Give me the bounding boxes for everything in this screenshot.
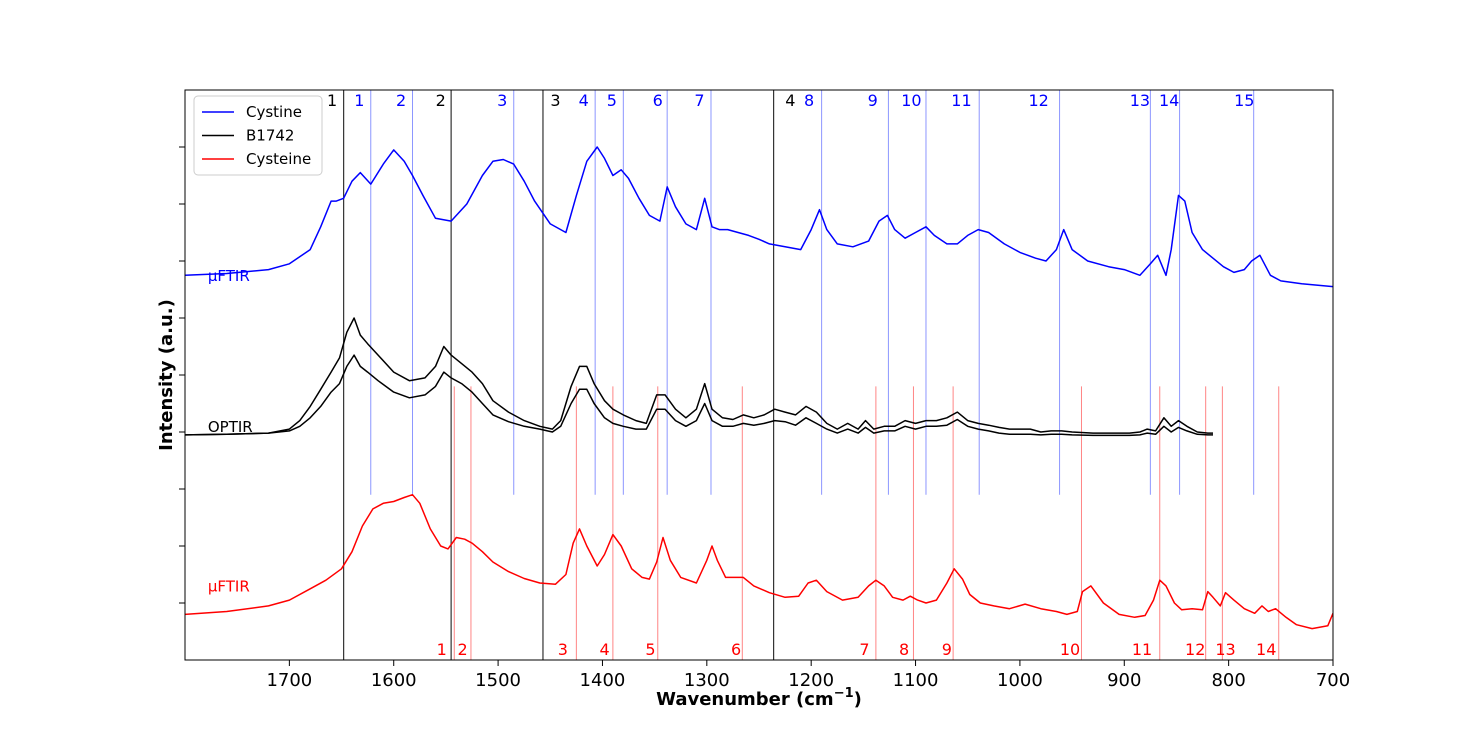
legend: Cystine B1742 Cysteine: [193, 95, 323, 176]
peak-label: 4: [599, 640, 609, 659]
peak-label: 1: [437, 640, 447, 659]
peak-label: 4: [579, 91, 589, 110]
peak-label: 2: [458, 640, 468, 659]
x-axis-title: Wavenumber (cm−1): [656, 686, 862, 710]
x-tick-label: 1000: [997, 670, 1043, 691]
legend-label: Cystine: [246, 103, 302, 121]
peak-label: 11: [951, 91, 971, 110]
peak-label: 2: [396, 91, 406, 110]
peak-label: 8: [899, 640, 909, 659]
x-axis-title-close: ): [854, 689, 862, 710]
peak-label: 13: [1130, 91, 1150, 110]
peak-label: 5: [645, 640, 655, 659]
peak-label: 7: [694, 91, 704, 110]
x-tick-label: 1500: [475, 670, 521, 691]
peak-label: 6: [653, 91, 663, 110]
peak-label: 9: [868, 91, 878, 110]
x-tick-label: 1200: [788, 670, 834, 691]
legend-label: B1742: [246, 127, 294, 145]
peak-label: 3: [558, 640, 568, 659]
x-axis-title-sup: −1: [834, 686, 854, 701]
x-tick-label: 900: [1107, 670, 1141, 691]
series-line-b1742: [185, 317, 1213, 436]
peak-label: 11: [1132, 640, 1152, 659]
x-tick-label: 1300: [684, 670, 730, 691]
peak-label: 3: [550, 91, 560, 110]
peak-label: 3: [497, 91, 507, 110]
peak-label: 8: [804, 91, 814, 110]
peak-label: 2: [436, 91, 446, 110]
peak-label: 10: [1060, 640, 1080, 659]
x-tick-label: 700: [1316, 670, 1350, 691]
trace-labels: μFTIR OPTIR μFTIR: [208, 267, 253, 596]
x-tick-label: 800: [1211, 670, 1245, 691]
peak-label: 7: [859, 640, 869, 659]
peak-label: 10: [901, 91, 921, 110]
peak-label: 5: [607, 91, 617, 110]
x-axis-ticks: 1700 1600 1500 1400 1300 1200 1100 1000 900 800 70…: [266, 660, 1350, 691]
legend-label: Cysteine: [246, 150, 311, 168]
legend-box: [193, 95, 323, 176]
x-tick-label: 1400: [580, 670, 626, 691]
peak-label: 15: [1234, 91, 1254, 110]
reference-lines: [343, 90, 1280, 660]
series-line-cysteine: [185, 493, 1333, 630]
series-layer: [185, 146, 1333, 630]
peak-label: 12: [1029, 91, 1049, 110]
x-tick-label: 1100: [893, 670, 939, 691]
peak-label: 13: [1215, 640, 1235, 659]
y-axis-ticks: [179, 146, 185, 604]
peak-label: 6: [731, 640, 741, 659]
peak-label: 1: [327, 91, 337, 110]
peak-label: 1: [354, 91, 364, 110]
peak-label: 12: [1185, 640, 1205, 659]
peak-label: 14: [1159, 91, 1179, 110]
x-tick-label: 1600: [371, 670, 417, 691]
peak-labels: 1 2 3 41 2 3 4 5 6 7 8 9 10 11 12 13 14 151 2 3 4 5 6 7 8 9 10 11 12…: [327, 91, 1276, 659]
trace-label: μFTIR: [208, 267, 250, 285]
trace-label: OPTIR: [208, 418, 253, 436]
peak-label: 14: [1256, 640, 1276, 659]
series-line-cystine: [185, 146, 1333, 288]
x-tick-label: 1700: [266, 670, 312, 691]
x-axis-title-main: Wavenumber (cm: [656, 689, 834, 710]
peak-label: 4: [785, 91, 795, 110]
peak-label: 9: [942, 640, 952, 659]
trace-label: μFTIR: [208, 578, 250, 596]
series-line-b1742: [185, 354, 1213, 437]
y-axis-title: Intensity (a.u.): [156, 299, 177, 451]
